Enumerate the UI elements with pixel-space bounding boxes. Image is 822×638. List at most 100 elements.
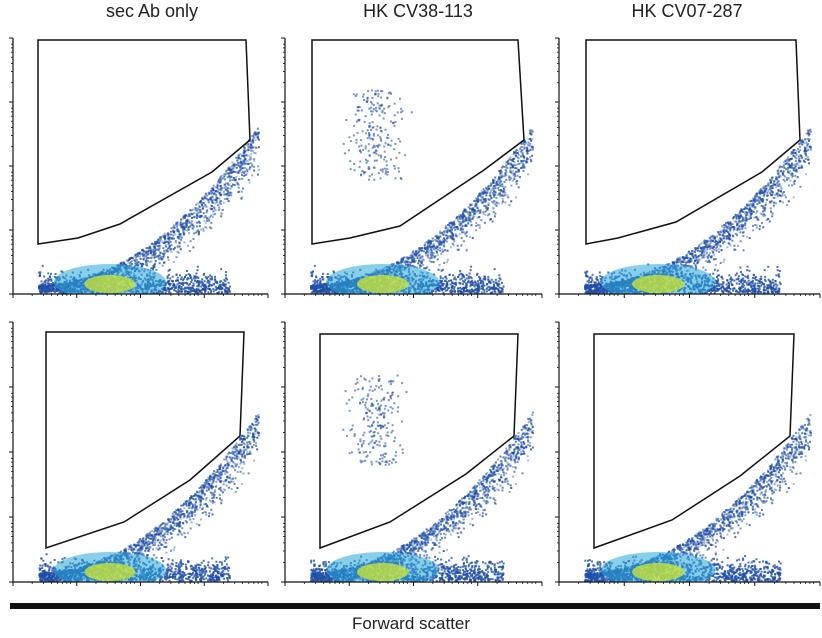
- density-dot: [52, 289, 55, 292]
- density-dot: [44, 283, 47, 286]
- density-dot: [426, 248, 429, 251]
- density-dot: [160, 288, 163, 291]
- density-dot: [497, 178, 500, 181]
- density-dot: [477, 198, 480, 201]
- density-dot: [486, 208, 489, 211]
- density-dot: [513, 160, 516, 163]
- density-dot: [502, 190, 505, 193]
- density-dot: [200, 285, 203, 288]
- density-dot: [216, 287, 219, 290]
- density-dot: [159, 257, 162, 260]
- density-dot: [384, 170, 387, 173]
- density-dot: [120, 262, 123, 265]
- density-dot: [46, 282, 49, 285]
- density-dot: [226, 278, 228, 281]
- density-dot: [433, 255, 436, 258]
- density-dot: [396, 111, 399, 114]
- density-dot: [501, 194, 504, 197]
- plot-panel: [281, 37, 543, 298]
- density-dot: [163, 236, 166, 239]
- density-dot: [252, 141, 255, 144]
- density-dot: [410, 264, 413, 267]
- density-dot: [319, 281, 322, 284]
- density-dot: [366, 96, 369, 99]
- density-dot: [316, 282, 319, 285]
- density-dot: [197, 283, 200, 286]
- density-dot: [413, 265, 416, 268]
- density-dot: [157, 249, 160, 252]
- density-dot: [180, 226, 183, 229]
- density-dot: [214, 289, 217, 292]
- density-dot: [318, 287, 321, 290]
- density-dot: [423, 244, 426, 247]
- density-dot: [372, 108, 375, 110]
- density-dot: [474, 288, 477, 291]
- density-dot: [441, 231, 444, 234]
- density-dot: [530, 129, 533, 132]
- density-dot: [456, 227, 459, 230]
- density-dot: [319, 285, 322, 288]
- density-dot: [44, 291, 47, 294]
- density-dot: [472, 290, 475, 293]
- density-dot: [471, 209, 474, 212]
- density-dot: [159, 237, 162, 239]
- density-dot: [239, 153, 242, 155]
- density-dot: [491, 200, 494, 203]
- density-dot: [182, 215, 185, 218]
- density-dot: [192, 282, 195, 285]
- density-dot: [207, 218, 210, 221]
- density-dot: [497, 176, 500, 179]
- density-dot: [494, 278, 497, 281]
- density-dot: [458, 215, 461, 218]
- density-dot: [237, 171, 240, 174]
- density-dot: [235, 175, 238, 178]
- density-dot: [41, 264, 44, 267]
- density-dot: [52, 286, 55, 289]
- density-dot: [468, 216, 471, 219]
- density-dot: [242, 161, 245, 164]
- density-dot: [187, 284, 190, 287]
- density-dot: [440, 240, 442, 243]
- density-dot: [410, 111, 413, 114]
- density-dot: [526, 152, 529, 155]
- density-dot: [315, 286, 318, 289]
- density-dot: [241, 196, 244, 199]
- density-dot: [166, 247, 169, 250]
- density-dot: [476, 207, 479, 209]
- density-dot: [220, 268, 223, 271]
- density-dot: [446, 249, 449, 252]
- density-core-high: [84, 275, 136, 293]
- density-dot: [489, 281, 492, 284]
- density-dot: [483, 284, 486, 287]
- density-dot: [326, 289, 329, 292]
- density-dot: [446, 227, 449, 230]
- density-dot: [460, 277, 463, 280]
- density-dot: [231, 161, 234, 164]
- density-dot: [372, 132, 375, 135]
- density-dot: [450, 279, 453, 282]
- density-dot: [452, 244, 455, 247]
- density-dot: [493, 187, 495, 190]
- density-dot: [490, 287, 493, 290]
- density-dot: [370, 113, 373, 116]
- density-dot: [458, 223, 461, 226]
- density-dot: [255, 133, 257, 136]
- density-dot: [188, 215, 191, 218]
- density-dot: [429, 241, 432, 244]
- density-dot: [237, 170, 240, 173]
- density-dot: [38, 287, 41, 290]
- density-dot: [212, 210, 215, 213]
- density-dot: [175, 222, 178, 225]
- density-dot: [433, 256, 436, 259]
- density-dot: [213, 206, 215, 209]
- density-dot: [138, 251, 141, 254]
- density-dot: [453, 288, 456, 290]
- density-dot: [437, 238, 440, 241]
- density-dot: [523, 140, 526, 143]
- density-dot: [531, 154, 534, 157]
- density-dot: [191, 213, 194, 216]
- density-dot: [208, 282, 211, 285]
- density-dot: [39, 273, 41, 276]
- density-dot: [436, 253, 439, 256]
- density-dot: [473, 212, 475, 215]
